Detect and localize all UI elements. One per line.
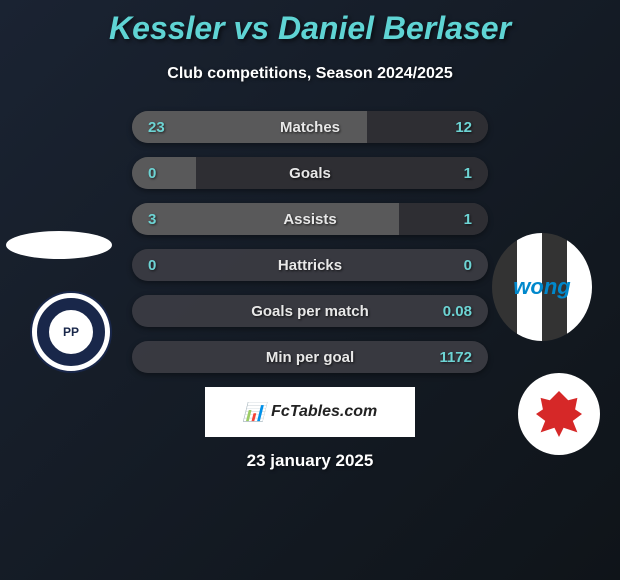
watermark-text: FcTables.com [271, 403, 377, 421]
stat-value-right: 0.08 [443, 303, 472, 320]
club-badge-left: PP [30, 291, 112, 373]
stat-label: Matches [280, 119, 340, 136]
stat-bar-left-fill [132, 157, 196, 189]
player-avatar-right: wong [492, 233, 592, 341]
lion-icon [536, 391, 582, 437]
page-title: Kessler vs Daniel Berlaser [0, 0, 620, 47]
stat-bar-left-fill [132, 203, 399, 235]
stat-row: 0 Goals 1 [132, 157, 488, 189]
stat-row: Goals per match 0.08 [132, 295, 488, 327]
stat-value-left: 3 [148, 211, 156, 228]
stat-value-right: 1172 [439, 349, 472, 366]
stat-row: 3 Assists 1 [132, 203, 488, 235]
page-subtitle: Club competitions, Season 2024/2025 [0, 65, 620, 83]
date-label: 23 january 2025 [0, 451, 620, 471]
stat-bar-right-fill [399, 203, 488, 235]
watermark: 📊 FcTables.com [205, 387, 415, 437]
stat-value-right: 1 [464, 211, 472, 228]
stat-value-left: 23 [148, 119, 165, 136]
stat-value-right: 0 [464, 257, 472, 274]
avatar-right-text: wong [513, 274, 570, 300]
chart-icon: 📊 [243, 402, 265, 423]
stat-row: 23 Matches 12 [132, 111, 488, 143]
stat-row: Min per goal 1172 [132, 341, 488, 373]
stat-label: Goals per match [251, 303, 369, 320]
stat-value-left: 0 [148, 165, 156, 182]
stat-value-right: 1 [464, 165, 472, 182]
player-avatar-left [6, 231, 112, 259]
stat-bar-right-fill [196, 157, 488, 189]
stat-label: Goals [289, 165, 331, 182]
stat-value-right: 12 [455, 119, 472, 136]
stat-label: Assists [283, 211, 336, 228]
stat-label: Hattricks [278, 257, 342, 274]
stat-label: Min per goal [266, 349, 354, 366]
stat-row: 0 Hattricks 0 [132, 249, 488, 281]
club-badge-left-initials: PP [37, 298, 105, 366]
club-badge-right [518, 373, 600, 455]
stat-value-left: 0 [148, 257, 156, 274]
stats-container: wong PP 23 Matches 12 0 Goals 1 3 Assists 1 0 Hatt… [0, 111, 620, 373]
